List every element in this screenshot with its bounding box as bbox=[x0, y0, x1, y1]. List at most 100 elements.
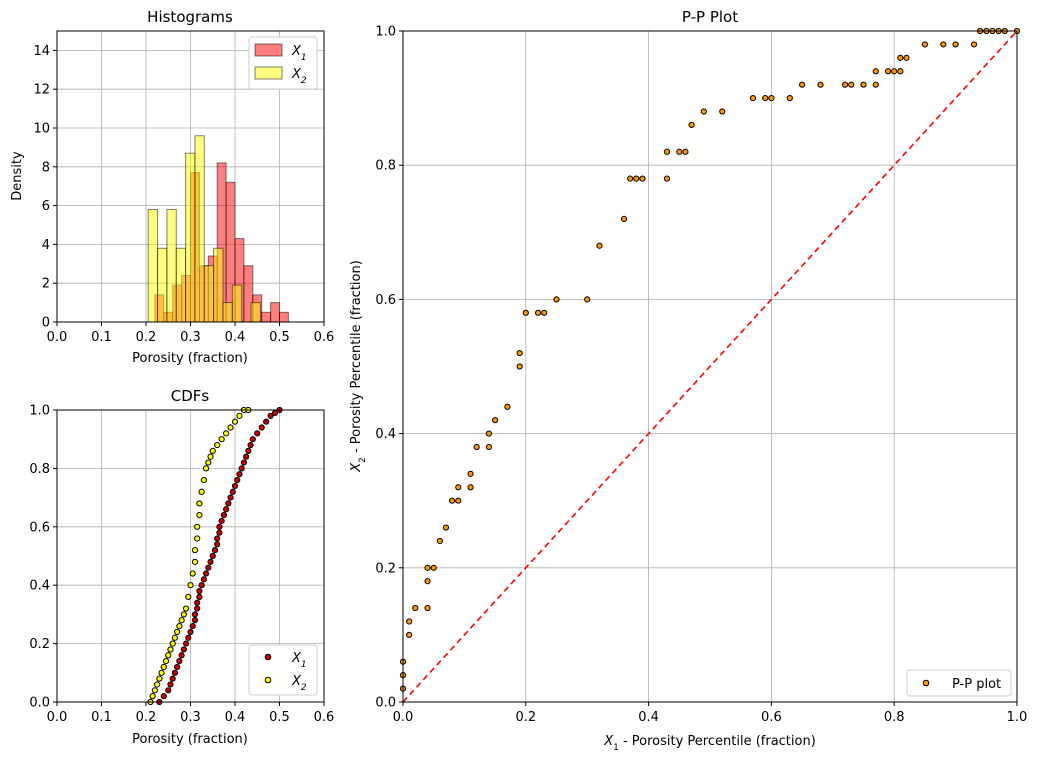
pp-xtick-label: 0.8 bbox=[884, 710, 905, 725]
cdf-point-x1 bbox=[218, 517, 225, 525]
pp-point bbox=[620, 215, 628, 222]
cdf-legend: X1 X2 bbox=[248, 644, 318, 696]
histogram-bar-x1 bbox=[261, 311, 272, 323]
pp-point bbox=[424, 578, 431, 585]
cdf-point-x1 bbox=[236, 471, 243, 478]
cdf-xtick-label: 0.6 bbox=[314, 710, 335, 725]
pp-point bbox=[430, 564, 437, 571]
pp-point bbox=[921, 41, 929, 48]
pp-point bbox=[473, 443, 480, 451]
pp-point bbox=[676, 148, 683, 155]
histogram-bar-x2 bbox=[157, 247, 168, 323]
cdf-xtick-label: 0.0 bbox=[47, 710, 68, 725]
histogram-bar-x2 bbox=[231, 284, 243, 323]
cdf-point-x1 bbox=[263, 418, 270, 425]
histogram-bar-x2 bbox=[203, 265, 215, 323]
cdf-point-x1 bbox=[229, 488, 236, 495]
cdf-ytick-label: 0.4 bbox=[29, 579, 50, 594]
pp-point bbox=[406, 631, 413, 639]
cdf-point-x2 bbox=[165, 652, 172, 659]
cdf-point-x2 bbox=[198, 488, 205, 495]
pp-xtick-label: 1.0 bbox=[1007, 710, 1028, 725]
pp-frame bbox=[402, 30, 1018, 703]
histogram-xtick-label: 0.0 bbox=[47, 330, 68, 345]
cdf-point-x2 bbox=[160, 663, 167, 671]
pp-point bbox=[504, 403, 511, 410]
histogram-bar-x2 bbox=[147, 208, 159, 323]
pp-point bbox=[492, 417, 499, 424]
cdf-panel: CDFs 0.0 0.1 0.2 0.3 0.4 0.5 0.60.00.20.40.60.… bbox=[29, 387, 334, 747]
pp-point bbox=[467, 470, 474, 477]
histogram-panel: Histograms 0.0 0.1 0.2 0.3 0.4 0.5 0.6 0 2 4 6 8 10 1… bbox=[10, 8, 334, 366]
cdf-ytick-label: 0.2 bbox=[29, 637, 50, 652]
histogram-bar-x2 bbox=[213, 247, 224, 323]
histogram-legend-swatch-x2 bbox=[254, 66, 283, 80]
cdf-point-x1 bbox=[194, 599, 201, 606]
cdf-point-x1 bbox=[243, 453, 250, 460]
cdf-point-x1 bbox=[211, 547, 219, 554]
cdf-point-x2 bbox=[187, 582, 194, 589]
cdf-legend-marker-x1 bbox=[264, 653, 272, 661]
cdf-point-x2 bbox=[185, 593, 192, 600]
cdf-point-x2 bbox=[196, 512, 203, 519]
pp-point bbox=[467, 484, 474, 491]
cdf-point-x2 bbox=[174, 628, 181, 636]
cdf-point-x2 bbox=[162, 658, 170, 665]
pp-point bbox=[700, 108, 707, 115]
histogram-bar-x2 bbox=[185, 152, 196, 323]
cdf-point-x1 bbox=[196, 593, 203, 600]
pp-point bbox=[455, 497, 462, 504]
cdf-point-x1 bbox=[227, 494, 234, 501]
cdf-point-x1 bbox=[267, 412, 274, 419]
pp-ytick-label: 0.6 bbox=[375, 293, 396, 308]
cdf-point-x2 bbox=[223, 430, 230, 437]
cdf-legend-marker-x2 bbox=[264, 676, 272, 684]
cdf-point-x2 bbox=[231, 418, 239, 425]
pp-legend-marker bbox=[922, 679, 930, 687]
cdf-point-x1 bbox=[196, 587, 203, 595]
cdf-point-x1 bbox=[240, 459, 247, 466]
cdf-ytick-label: 1.0 bbox=[29, 404, 50, 419]
cdf-point-x1 bbox=[187, 628, 194, 636]
pp-point bbox=[897, 54, 904, 61]
pp-xtick-label: 0.2 bbox=[515, 710, 536, 725]
pp-point bbox=[848, 81, 855, 88]
pp-point bbox=[406, 618, 413, 625]
cdf-point-x1 bbox=[198, 582, 205, 589]
cdf-point-x2 bbox=[200, 476, 207, 484]
histogram-bar-x2 bbox=[175, 247, 187, 323]
histogram-ytick-label: 8 bbox=[42, 160, 50, 175]
cdf-xtick-label: 0.4 bbox=[225, 710, 246, 725]
histogram-bar-x2 bbox=[166, 208, 177, 323]
pp-point bbox=[768, 95, 775, 102]
pp-point bbox=[682, 148, 689, 155]
pp-point bbox=[639, 175, 646, 182]
cdf-point-x1 bbox=[220, 512, 227, 519]
pp-point bbox=[596, 242, 603, 249]
pp-point bbox=[817, 81, 824, 88]
pp-point bbox=[841, 81, 849, 88]
cdf-point-x2 bbox=[194, 535, 201, 542]
histogram-ytick-label: 14 bbox=[33, 44, 50, 59]
cdf-point-x1 bbox=[167, 681, 174, 688]
pp-point bbox=[534, 309, 542, 316]
histogram-xtick-label: 0.5 bbox=[269, 330, 290, 345]
cdf-point-x1 bbox=[180, 646, 187, 653]
pp-ytick-label: 0.2 bbox=[375, 561, 396, 576]
pp-point bbox=[553, 296, 560, 303]
pp-point bbox=[891, 68, 898, 75]
histogram-xlabel: Porosity (fraction) bbox=[132, 351, 248, 366]
cdf-point-x2 bbox=[214, 441, 221, 449]
cdf-point-x1 bbox=[223, 506, 230, 513]
cdf-point-x2 bbox=[176, 622, 183, 630]
histogram-xtick-label: 0.6 bbox=[314, 330, 335, 345]
pp-point bbox=[516, 363, 523, 370]
cdf-point-x2 bbox=[191, 558, 199, 565]
pp-point bbox=[884, 68, 892, 75]
pp-xtick-label: 0.0 bbox=[393, 710, 414, 725]
pp-point bbox=[952, 41, 959, 48]
cdf-point-x2 bbox=[182, 605, 190, 612]
histogram-legend-swatch-x1 bbox=[254, 43, 283, 57]
cdf-legend-box bbox=[248, 644, 318, 696]
